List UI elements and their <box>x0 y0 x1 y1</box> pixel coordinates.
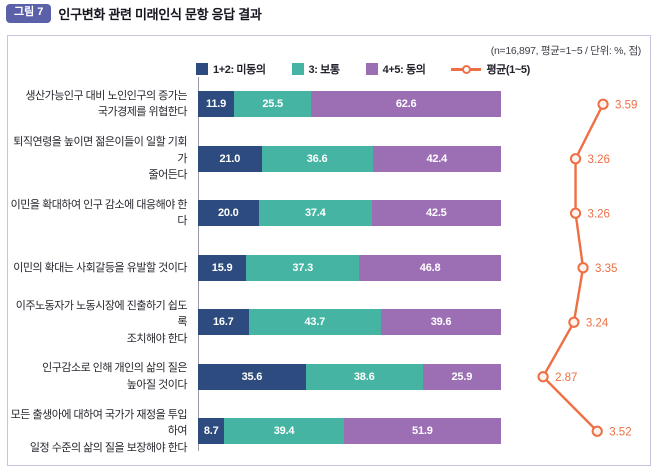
bar-segment: 36.6 <box>261 145 373 172</box>
legend-label: 4+5: 동의 <box>382 64 426 76</box>
stacked-bar: 11.9 25.5 62.6 <box>198 91 501 118</box>
table-row: 이민의 확대는 사회갈등을 유발할 것이다 15.9 37.3 46.8 <box>8 241 652 296</box>
table-row: 퇴직연령을 높이면 젊은이들이 일할 기회가 줄어든다 21.0 36.6 42.4 <box>8 132 652 187</box>
stacked-bar: 8.7 39.4 51.9 <box>198 418 501 445</box>
legend-label: 평균(1~5) <box>486 64 530 76</box>
bar-segment: 62.6 <box>311 91 501 118</box>
bar-segment: 25.5 <box>234 91 312 118</box>
legend-label: 1+2: 미동의 <box>213 64 266 76</box>
legend-item: 1+2: 미동의 <box>196 61 266 77</box>
category-label: 이주노동자가 노동시장에 진출하기 쉽도록 조치해야 한다 <box>15 299 188 345</box>
bar-segment: 51.9 <box>343 418 501 445</box>
bar-segment: 42.5 <box>371 200 501 227</box>
chart-frame: (n=16,897, 평균=1~5 / 단위: %, 점) 1+2: 미동의 3:… <box>7 35 651 466</box>
bar-segment: 37.4 <box>258 200 372 227</box>
bar-segment: 25.9 <box>422 363 501 390</box>
figure-number-badge: 그림 7 <box>6 4 52 23</box>
bar-segment: 16.7 <box>198 309 249 336</box>
stacked-bar: 15.9 37.3 46.8 <box>198 254 501 281</box>
legend-item: 4+5: 동의 <box>365 61 426 77</box>
bar-rows: 생산가능인구 대비 노인인구의 증가는 국가경제를 위협한다 11.9 25.5 62… <box>8 77 652 459</box>
bar-segment: 21.0 <box>198 145 262 172</box>
stacked-bar: 20.0 37.4 42.5 <box>198 200 501 227</box>
bar-segment: 20.0 <box>198 200 259 227</box>
bar-segment: 39.6 <box>381 309 501 336</box>
bar-segment: 8.7 <box>198 418 225 445</box>
category-label: 모든 출생아에 대하여 국가가 재정을 투입하여 일정 수준의 삶의 질을 보장… <box>10 408 188 454</box>
bar-segment: 11.9 <box>198 91 235 118</box>
legend-swatch-icon <box>196 63 208 75</box>
category-label: 퇴직연령을 높이면 젊은이들이 일할 기회가 줄어든다 <box>13 136 187 181</box>
table-row: 이민을 확대하여 인구 감소에 대응해야 한다 20.0 37.4 42.5 <box>8 186 652 241</box>
table-row: 모든 출생아에 대하여 국가가 재정을 투입하여 일정 수준의 삶의 질을 보장… <box>8 404 652 459</box>
table-row: 생산가능인구 대비 노인인구의 증가는 국가경제를 위협한다 11.9 25.5 62… <box>8 77 652 132</box>
bar-segment: 42.4 <box>372 145 501 172</box>
bar-segment: 35.6 <box>198 363 306 390</box>
legend-swatch-icon <box>365 63 378 75</box>
stacked-bar: 16.7 43.7 39.6 <box>198 309 501 336</box>
legend-item: 3: 보통 <box>291 61 340 77</box>
legend-label: 3: 보통 <box>308 64 340 76</box>
category-label: 이민을 확대하여 인구 감소에 대응해야 한다 <box>10 198 188 228</box>
table-row: 인구감소로 인해 개인의 삶의 질은 높아질 것이다 35.6 38.6 25.9 <box>8 350 652 405</box>
chart-legend: 1+2: 미동의 3: 보통 4+5: 동의 평균(1~5) <box>196 61 530 77</box>
sample-size-note: (n=16,897, 평균=1~5 / 단위: %, 점) <box>490 45 642 57</box>
stacked-bar: 21.0 36.6 42.4 <box>198 145 501 172</box>
bar-segment: 37.3 <box>246 254 360 281</box>
category-label: 이민의 확대는 사회갈등을 유발할 것이다 <box>13 261 187 274</box>
category-label: 생산가능인구 대비 노인인구의 증가는 국가경제를 위협한다 <box>25 89 187 119</box>
stacked-bar: 35.6 38.6 25.9 <box>198 363 501 390</box>
figure-header: 그림 7 인구변화 관련 미래인식 문항 응답 결과 <box>6 4 262 23</box>
bar-segment: 15.9 <box>198 254 247 281</box>
legend-item: 평균(1~5) <box>451 61 530 77</box>
bar-segment: 39.4 <box>224 418 344 445</box>
figure-title: 인구변화 관련 미래인식 문항 응답 결과 <box>58 7 262 22</box>
bar-segment: 38.6 <box>305 363 423 390</box>
category-label: 인구감소로 인해 개인의 삶의 질은 높아질 것이다 <box>42 362 187 391</box>
bar-segment: 46.8 <box>359 254 501 281</box>
legend-swatch-icon <box>291 63 304 75</box>
bar-segment: 43.7 <box>248 309 381 336</box>
table-row: 이주노동자가 노동시장에 진출하기 쉽도록 조치해야 한다 16.7 43.7 39.… <box>8 295 652 350</box>
legend-line-marker-icon <box>451 63 482 75</box>
